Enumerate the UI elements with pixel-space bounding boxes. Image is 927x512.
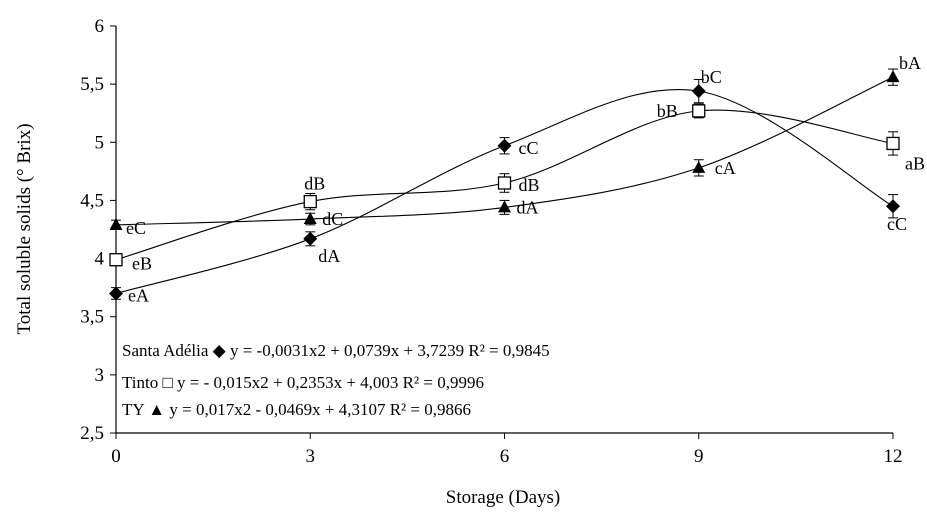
diamond-marker [303,231,318,246]
triangle-marker [692,160,706,173]
x-tick-label: 3 [306,446,316,467]
square-marker [303,194,317,209]
y-tick-label: 3 [95,365,105,386]
point-labels: eA dA cC bC cC eB dB dB bB aB eC dC dA cA bA [126,53,925,305]
point-label: bA [899,53,921,73]
point-label: bB [657,101,678,121]
point-label: cC [887,214,907,234]
square-marker [692,104,706,118]
diamond-marker [886,199,900,214]
triangle-marker [303,212,317,225]
x-tick-label: 6 [500,446,510,467]
diamond-marker [109,286,123,301]
triangle-marker [109,217,123,230]
legend-entry-santa-ad-lia: Santa Adélia ◆ y = -0,0031x2 + 0,0739x +… [122,341,550,360]
diamond-marker [497,138,512,153]
y-tick-label: 5,5 [80,74,104,95]
y-tick-label: 3,5 [80,307,104,328]
y-tick-label: 4 [95,249,105,270]
legend-entry-ty: TY ▲ y = 0,017x2 - 0,0469x + 4,3107 R² =… [122,400,471,419]
x-axis-title: Storage (Days) [446,487,561,508]
triangle-marker [886,70,900,83]
data-markers [109,70,900,301]
square-marker [886,136,900,151]
square-marker [497,176,512,190]
x-tick-label: 9 [694,446,704,467]
point-label: eB [132,254,152,274]
triangle-marker [498,200,511,213]
x-tick-label: 0 [111,446,121,467]
y-axis-title: Total soluble solids (° Brix) [14,123,35,334]
square-marker [109,253,123,267]
point-label: eC [126,218,146,238]
point-label: cC [519,138,539,158]
point-label: cA [715,158,736,178]
legend: Santa Adélia ◆ y = -0,0031x2 + 0,0739x +… [122,341,550,419]
y-tick-label: 4,5 [80,190,104,211]
point-label: dA [318,246,340,266]
y-tick-label: 5 [95,132,105,153]
point-label: eA [128,285,149,305]
point-label: dA [517,197,539,217]
x-tick-label: 12 [884,446,903,467]
y-tick-label: 2,5 [80,423,104,444]
tick-labels: 2,5 3 3,5 4 4,5 5 5,5 6 0 3 6 9 12 [80,16,902,467]
point-label: bC [701,67,722,87]
point-label: dC [322,209,343,229]
point-label: aB [905,153,925,173]
point-label: dB [519,175,540,195]
y-tick-label: 6 [95,16,105,37]
legend-entry-tinto: Tinto □ y = - 0,015x2 + 0,2353x + 4,003 … [122,373,484,392]
point-label: dB [304,174,325,194]
diamond-marker [691,84,706,99]
